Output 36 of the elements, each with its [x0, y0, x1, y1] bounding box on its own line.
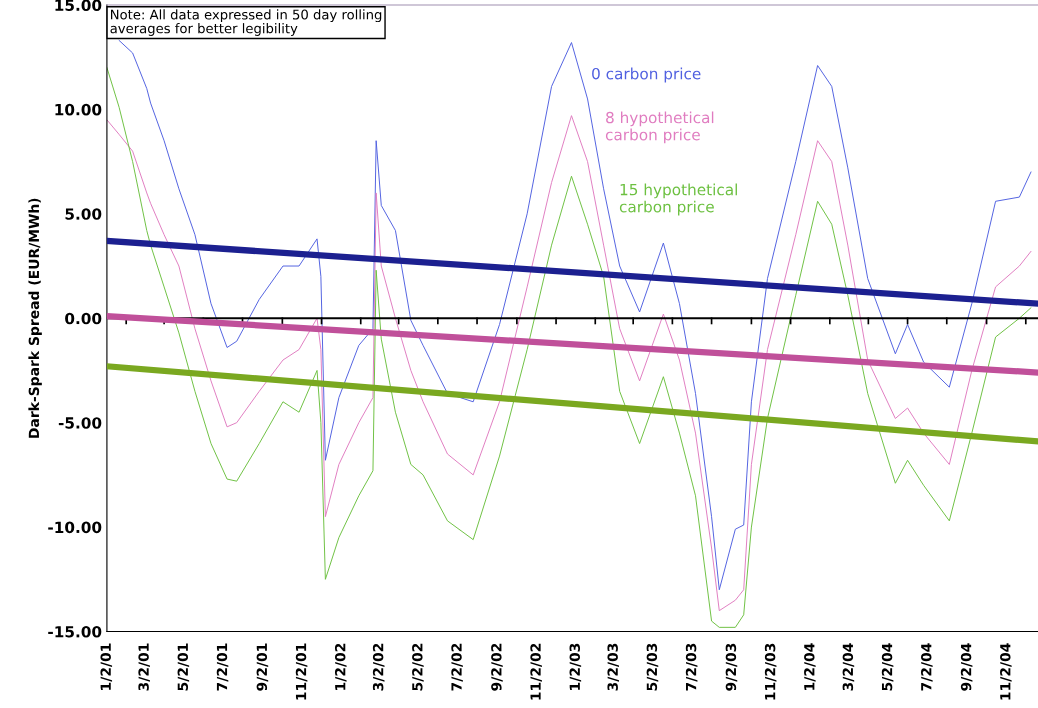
- y-axis-title: Dark-Spark Spread (EUR/MWh): [28, 198, 42, 438]
- x-tick-label: 5/2/03: [646, 643, 659, 691]
- series-label: 8 hypothetical carbon price: [605, 111, 714, 144]
- x-tick-label: 1/2/03: [569, 643, 582, 690]
- series-label: 0 carbon price: [592, 67, 701, 83]
- y-tick-label: 0.00: [65, 312, 102, 325]
- y-tick-label: -15.00: [48, 626, 102, 638]
- x-tick-label: 9/2/03: [725, 643, 738, 691]
- x-tick-label: 7/2/02: [451, 643, 463, 691]
- x-tick-label: 5/2/02: [412, 643, 424, 691]
- x-tick-label: 3/2/01: [138, 643, 150, 691]
- y-tick-label: 15.00: [55, 0, 102, 11]
- y-tick-label: -5.00: [58, 417, 102, 429]
- x-tick-label: 11/2/04: [1000, 643, 1012, 700]
- x-tick-label: 5/2/01: [177, 643, 190, 691]
- annotation: Note: All data expressed in 50 day rolling averages for better legibility: [110, 9, 382, 36]
- x-tick-label: 11/2/01: [295, 643, 308, 700]
- x-tick-label: 9/2/02: [491, 643, 503, 691]
- x-tick-label: 7/2/01: [216, 643, 229, 691]
- x-tick-label: 9/2/04: [960, 643, 973, 691]
- x-tick-label: 11/2/02: [530, 643, 542, 700]
- y-tick-label: 5.00: [65, 208, 102, 220]
- x-tick-label: 11/2/03: [764, 643, 777, 700]
- x-tick-label: 7/2/04: [921, 643, 933, 691]
- x-tick-label: 1/2/01: [100, 643, 113, 690]
- x-tick-label: 7/2/03: [685, 643, 698, 691]
- y-tick-label: 10.00: [55, 103, 102, 116]
- x-tick-label: 1/2/04: [804, 643, 816, 690]
- x-tick-label: 1/2/02: [334, 643, 347, 690]
- x-tick-label: 9/2/01: [256, 643, 269, 691]
- x-tick-label: 3/2/02: [372, 643, 385, 691]
- x-tick-label: 5/2/04: [881, 643, 894, 691]
- text: 15 hypothetical carbon price: [619, 183, 737, 216]
- y-tick-label: -10.00: [48, 521, 102, 534]
- x-tick-label: 3/2/04: [842, 643, 855, 691]
- x-tick-label: 3/2/03: [607, 643, 620, 691]
